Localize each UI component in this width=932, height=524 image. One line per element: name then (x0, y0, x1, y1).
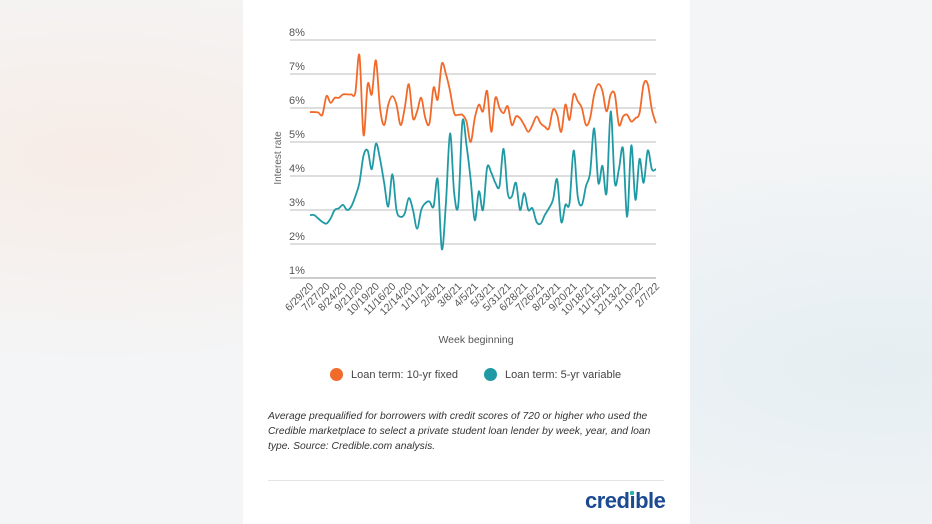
legend: Loan term: 10-yr fixed Loan term: 5-yr v… (330, 368, 621, 381)
x-axis-label: Week beginning (438, 334, 513, 346)
legend-dot-10yr-fixed (330, 368, 343, 381)
legend-label-10yr-fixed: Loan term: 10-yr fixed (351, 368, 458, 381)
line-chart: 1%2%3%4%5%6%7%8%Interest rate6/29/207/27… (273, 27, 662, 346)
y-axis-label: Interest rate (273, 131, 284, 185)
legend-label-5yr-variable: Loan term: 5-yr variable (505, 368, 622, 381)
series-line-5yr-variable (309, 110, 657, 251)
divider (268, 480, 664, 481)
legend-dot-5yr-variable (484, 368, 497, 381)
y-tick-label: 8% (289, 27, 305, 39)
y-tick-label: 7% (289, 61, 305, 73)
series-line-10yr-fixed (309, 53, 657, 143)
y-tick-label: 6% (289, 95, 305, 107)
y-tick-label: 2% (289, 231, 305, 243)
y-tick-label: 5% (289, 129, 305, 141)
y-tick-label: 1% (289, 265, 305, 277)
chart-card (243, 0, 690, 524)
chart-caption: Average prequalified for borrowers with … (268, 411, 651, 452)
y-tick-label: 4% (289, 163, 305, 175)
credible-logo: credı ble (585, 488, 666, 513)
y-tick-label: 3% (289, 197, 305, 209)
